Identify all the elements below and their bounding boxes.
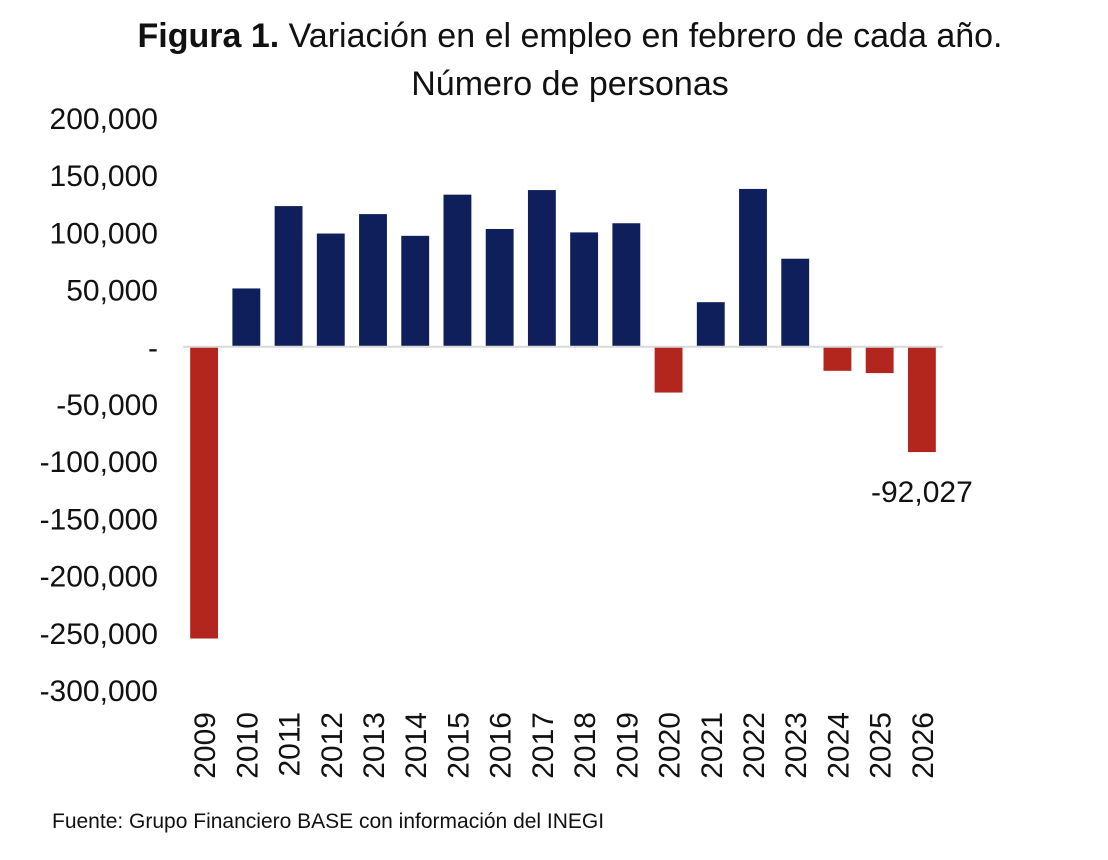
bar-2010: [232, 288, 261, 347]
y-tick-label: -250,000: [40, 618, 158, 651]
bar-2023: [781, 258, 810, 347]
x-tick-label: 2025: [865, 712, 898, 779]
x-tick-label: 2013: [358, 712, 391, 779]
bar-2018: [570, 232, 599, 347]
bar-2022: [739, 188, 767, 347]
bar-2026: [907, 346, 936, 453]
x-tick-label: 2022: [738, 712, 771, 779]
bar-2016: [485, 228, 514, 347]
y-tick-label: -300,000: [40, 675, 158, 708]
x-tick-label: 2010: [231, 712, 264, 779]
bar-2017: [527, 190, 556, 347]
bar-2021: [696, 302, 725, 347]
bar-2015: [443, 194, 472, 347]
y-tick-label: 200,000: [50, 103, 158, 136]
x-tick-label: 2019: [611, 712, 644, 779]
x-tick-label: 2021: [696, 712, 729, 779]
x-tick-label: 2016: [485, 712, 518, 779]
x-tick-label: 2024: [822, 712, 855, 779]
y-tick-label: 100,000: [50, 217, 158, 250]
x-tick-label: 2012: [316, 712, 349, 779]
bar-2025: [865, 346, 894, 374]
figure-title-text: Variación en el empleo en febrero de cad…: [288, 17, 1003, 103]
y-tick-label: -150,000: [40, 503, 158, 536]
bar-2011: [274, 206, 303, 347]
y-tick-label: -200,000: [40, 561, 158, 594]
x-tick-label: 2026: [907, 712, 940, 779]
source-note: Fuente: Grupo Financiero BASE con inform…: [52, 810, 605, 833]
y-tick-label: -50,000: [56, 389, 158, 422]
x-tick-label: 2023: [780, 712, 813, 779]
chart-title: Figura 1. Variación en el empleo en febr…: [120, 12, 1020, 108]
bar-2020: [654, 346, 683, 393]
x-tick-label: 2015: [442, 712, 475, 779]
y-tick-label: -100,000: [40, 446, 158, 479]
bar-chart: 200,000 150,000 100,000 50,000 - -50,000 -100,…: [40, 103, 973, 779]
x-tick-label: 2018: [569, 712, 602, 779]
bar-2012: [316, 233, 345, 347]
y-tick-label: -: [148, 332, 158, 365]
figure-label: Figura 1.: [137, 17, 280, 55]
y-tick-label: 50,000: [66, 275, 158, 308]
y-tick-label: 150,000: [50, 160, 158, 193]
bar-2014: [401, 235, 430, 347]
bar-2019: [612, 223, 641, 347]
x-tick-label: 2011: [274, 712, 307, 777]
x-tick-label: 2017: [527, 712, 560, 779]
x-tick-label: 2014: [400, 712, 433, 779]
data-label-2026: -92,027: [871, 476, 973, 509]
bar-2009: [190, 346, 219, 639]
x-tick-label: 2020: [654, 712, 687, 779]
x-tick-label: 2009: [189, 712, 222, 779]
bar-2013: [359, 214, 387, 347]
bar-2024: [823, 346, 852, 371]
